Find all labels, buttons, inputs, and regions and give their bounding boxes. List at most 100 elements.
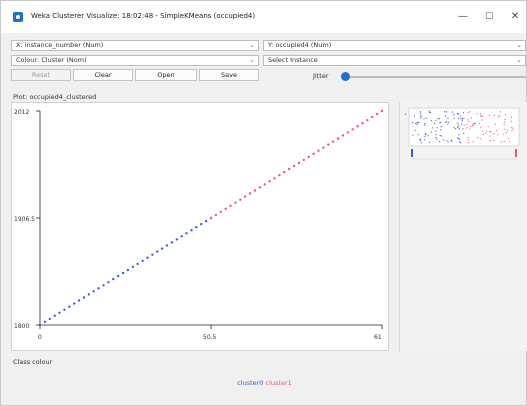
scatter-point-cluster1 [268,180,271,183]
x-tick-label-left: 0 [38,334,42,341]
x-axis-select[interactable]: X: instance_number (Num) ⌄ [11,40,259,51]
overview-point [425,133,427,135]
chevron-down-icon: ⌄ [516,41,522,49]
overview-point [446,121,448,123]
overview-point [428,110,430,112]
maximize-button[interactable]: ☐ [484,12,494,22]
scatter-point-cluster0 [73,302,76,305]
overview-point [476,113,478,115]
reset-button[interactable]: Reset [11,69,71,81]
overview-point [435,119,437,122]
scatter-point-cluster1 [351,128,354,131]
minimize-button[interactable]: — [458,11,468,22]
weka-app-icon [13,12,23,22]
overview-point [467,137,469,139]
overview-point [457,126,459,128]
overview-point [439,134,441,137]
scatter-point-cluster0 [82,296,86,299]
overview-point [428,111,431,113]
scatter-point-cluster0 [146,256,149,259]
overview-plot: • [404,107,520,160]
scatter-point-cluster1 [244,195,247,198]
jitter-slider-track[interactable] [348,76,526,78]
overview-point [436,127,438,129]
open-button[interactable]: Open [135,69,197,81]
overview-point [503,133,505,135]
overview-point [439,141,441,143]
overview-point [511,129,513,132]
overview-points [412,110,514,144]
overview-point [418,121,420,123]
overview-point [435,137,437,139]
scatter-point-cluster0 [185,232,188,235]
scatter-point-cluster0 [165,244,169,247]
overview-point [473,123,475,125]
plot-area[interactable]: 2012 1906.5 1800 0 50.5 61 [11,102,389,351]
y-axis-select[interactable]: Y: occupied4 (Num) ⌄ [263,40,526,51]
scatter-point-cluster0 [200,222,203,226]
overview-point [420,142,422,144]
overview-point [448,121,450,123]
scatter-point-cluster1 [214,213,218,217]
scatter-point-cluster0 [204,219,208,223]
overview-point [497,116,499,118]
overview-point [489,135,491,137]
overview-point [441,135,443,137]
close-button[interactable]: ✕ [510,11,520,22]
scatter-point-cluster0 [156,250,159,253]
scatter-point-cluster1 [307,155,310,159]
scatter-point-cluster0 [190,229,193,232]
overview-point [459,141,461,143]
overview-point [452,111,454,113]
scatter-point-cluster0 [58,311,61,314]
save-button[interactable]: Save [199,69,259,81]
overview-point [455,128,457,130]
overview-frame [408,107,520,147]
overview-point [458,134,460,136]
scatter-point-cluster1 [361,122,364,125]
overview-point [505,132,507,134]
overview-point [469,126,471,128]
overview-point [430,120,432,122]
overview-point [462,128,464,130]
scatter-point-cluster1 [234,201,237,204]
clear-button[interactable]: Clear [73,69,133,81]
scatter-point-cluster0 [43,320,47,324]
scatter-point-cluster1 [239,198,242,201]
scatter-point-cluster1 [263,183,266,186]
jitter-slider-thumb[interactable] [341,72,350,81]
overview-point [503,123,505,125]
scatter-point-cluster0 [97,287,100,290]
overview-point [435,134,437,136]
scatter-point-cluster1 [273,177,276,180]
y-tick-label-top: 2012 [14,109,29,116]
overview-point [446,140,448,142]
overview-point [419,138,421,140]
legend-cluster0[interactable]: cluster0 [237,379,264,387]
overview-point [467,139,469,141]
overview-point [424,122,426,125]
overview-point [479,115,482,117]
overview-point [419,140,421,142]
overview-point [493,139,495,141]
overview-point [462,112,464,114]
scatter-point-cluster1 [229,204,232,207]
scatter-point-cluster1 [380,109,384,113]
scatter-point-cluster1 [253,189,257,192]
overview-point [438,118,441,120]
colour-select[interactable]: Colour: Cluster (Nom) ⌄ [11,55,259,66]
overview-cluster1-marker [515,149,517,157]
overview-point [420,117,422,119]
scatter-point-cluster0 [48,317,51,321]
overview-point [503,121,505,123]
overview-point [469,128,471,130]
overview-point [419,111,422,113]
instance-select[interactable]: Select Instance ⌄ [263,55,526,66]
overview-point [481,115,483,117]
legend-cluster1[interactable]: cluster1 [265,379,292,387]
overview-point [472,125,474,127]
y-axis-select-value: Y: occupied4 (Num) [268,41,332,49]
overview-point [481,119,483,121]
overview-point [432,127,434,129]
overview-point [447,117,449,119]
